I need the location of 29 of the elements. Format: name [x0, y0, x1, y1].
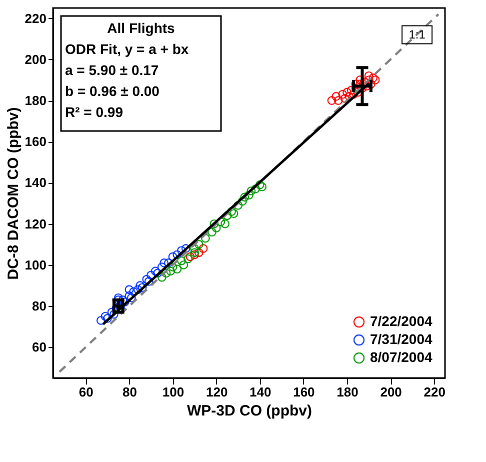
- legend-label: 7/31/2004: [370, 331, 432, 347]
- annotation: a = 5.90 ± 0.17: [65, 62, 159, 78]
- y-tick-label: 120: [24, 216, 46, 232]
- annotation: b = 0.96 ± 0.00: [65, 83, 160, 99]
- x-tick-label: 120: [206, 384, 228, 400]
- x-tick-label: 200: [380, 384, 402, 400]
- x-tick-label: 100: [162, 384, 184, 400]
- legend-label: 7/22/2004: [370, 313, 432, 329]
- x-tick-label: 80: [122, 384, 137, 400]
- y-tick-label: 160: [24, 134, 46, 150]
- annotation: ODR Fit, y = a + bx: [65, 41, 189, 57]
- y-tick-label: 220: [24, 10, 46, 26]
- y-axis-title: DC-8 DACOM CO (ppbv): [4, 107, 22, 280]
- x-tick-label: 60: [78, 384, 94, 400]
- y-tick-label: 140: [24, 175, 46, 190]
- x-tick-label: 220: [424, 384, 446, 400]
- y-tick-label: 80: [32, 298, 46, 314]
- annotation: 1:1: [408, 28, 426, 42]
- y-tick-label: 180: [24, 93, 46, 108]
- y-tick-label: 100: [24, 257, 46, 272]
- x-axis-title: WP-3D CO (ppbv): [187, 402, 312, 420]
- x-tick-label: 160: [293, 384, 315, 400]
- y-tick-label: 60: [32, 340, 46, 355]
- x-tick-label: 180: [336, 384, 358, 400]
- annotation: R² = 0.99: [65, 104, 124, 120]
- x-tick-label: 140: [250, 384, 272, 400]
- legend-label: 8/07/2004: [370, 349, 432, 365]
- y-tick-label: 200: [24, 52, 46, 67]
- annotation: All Flights: [107, 20, 176, 36]
